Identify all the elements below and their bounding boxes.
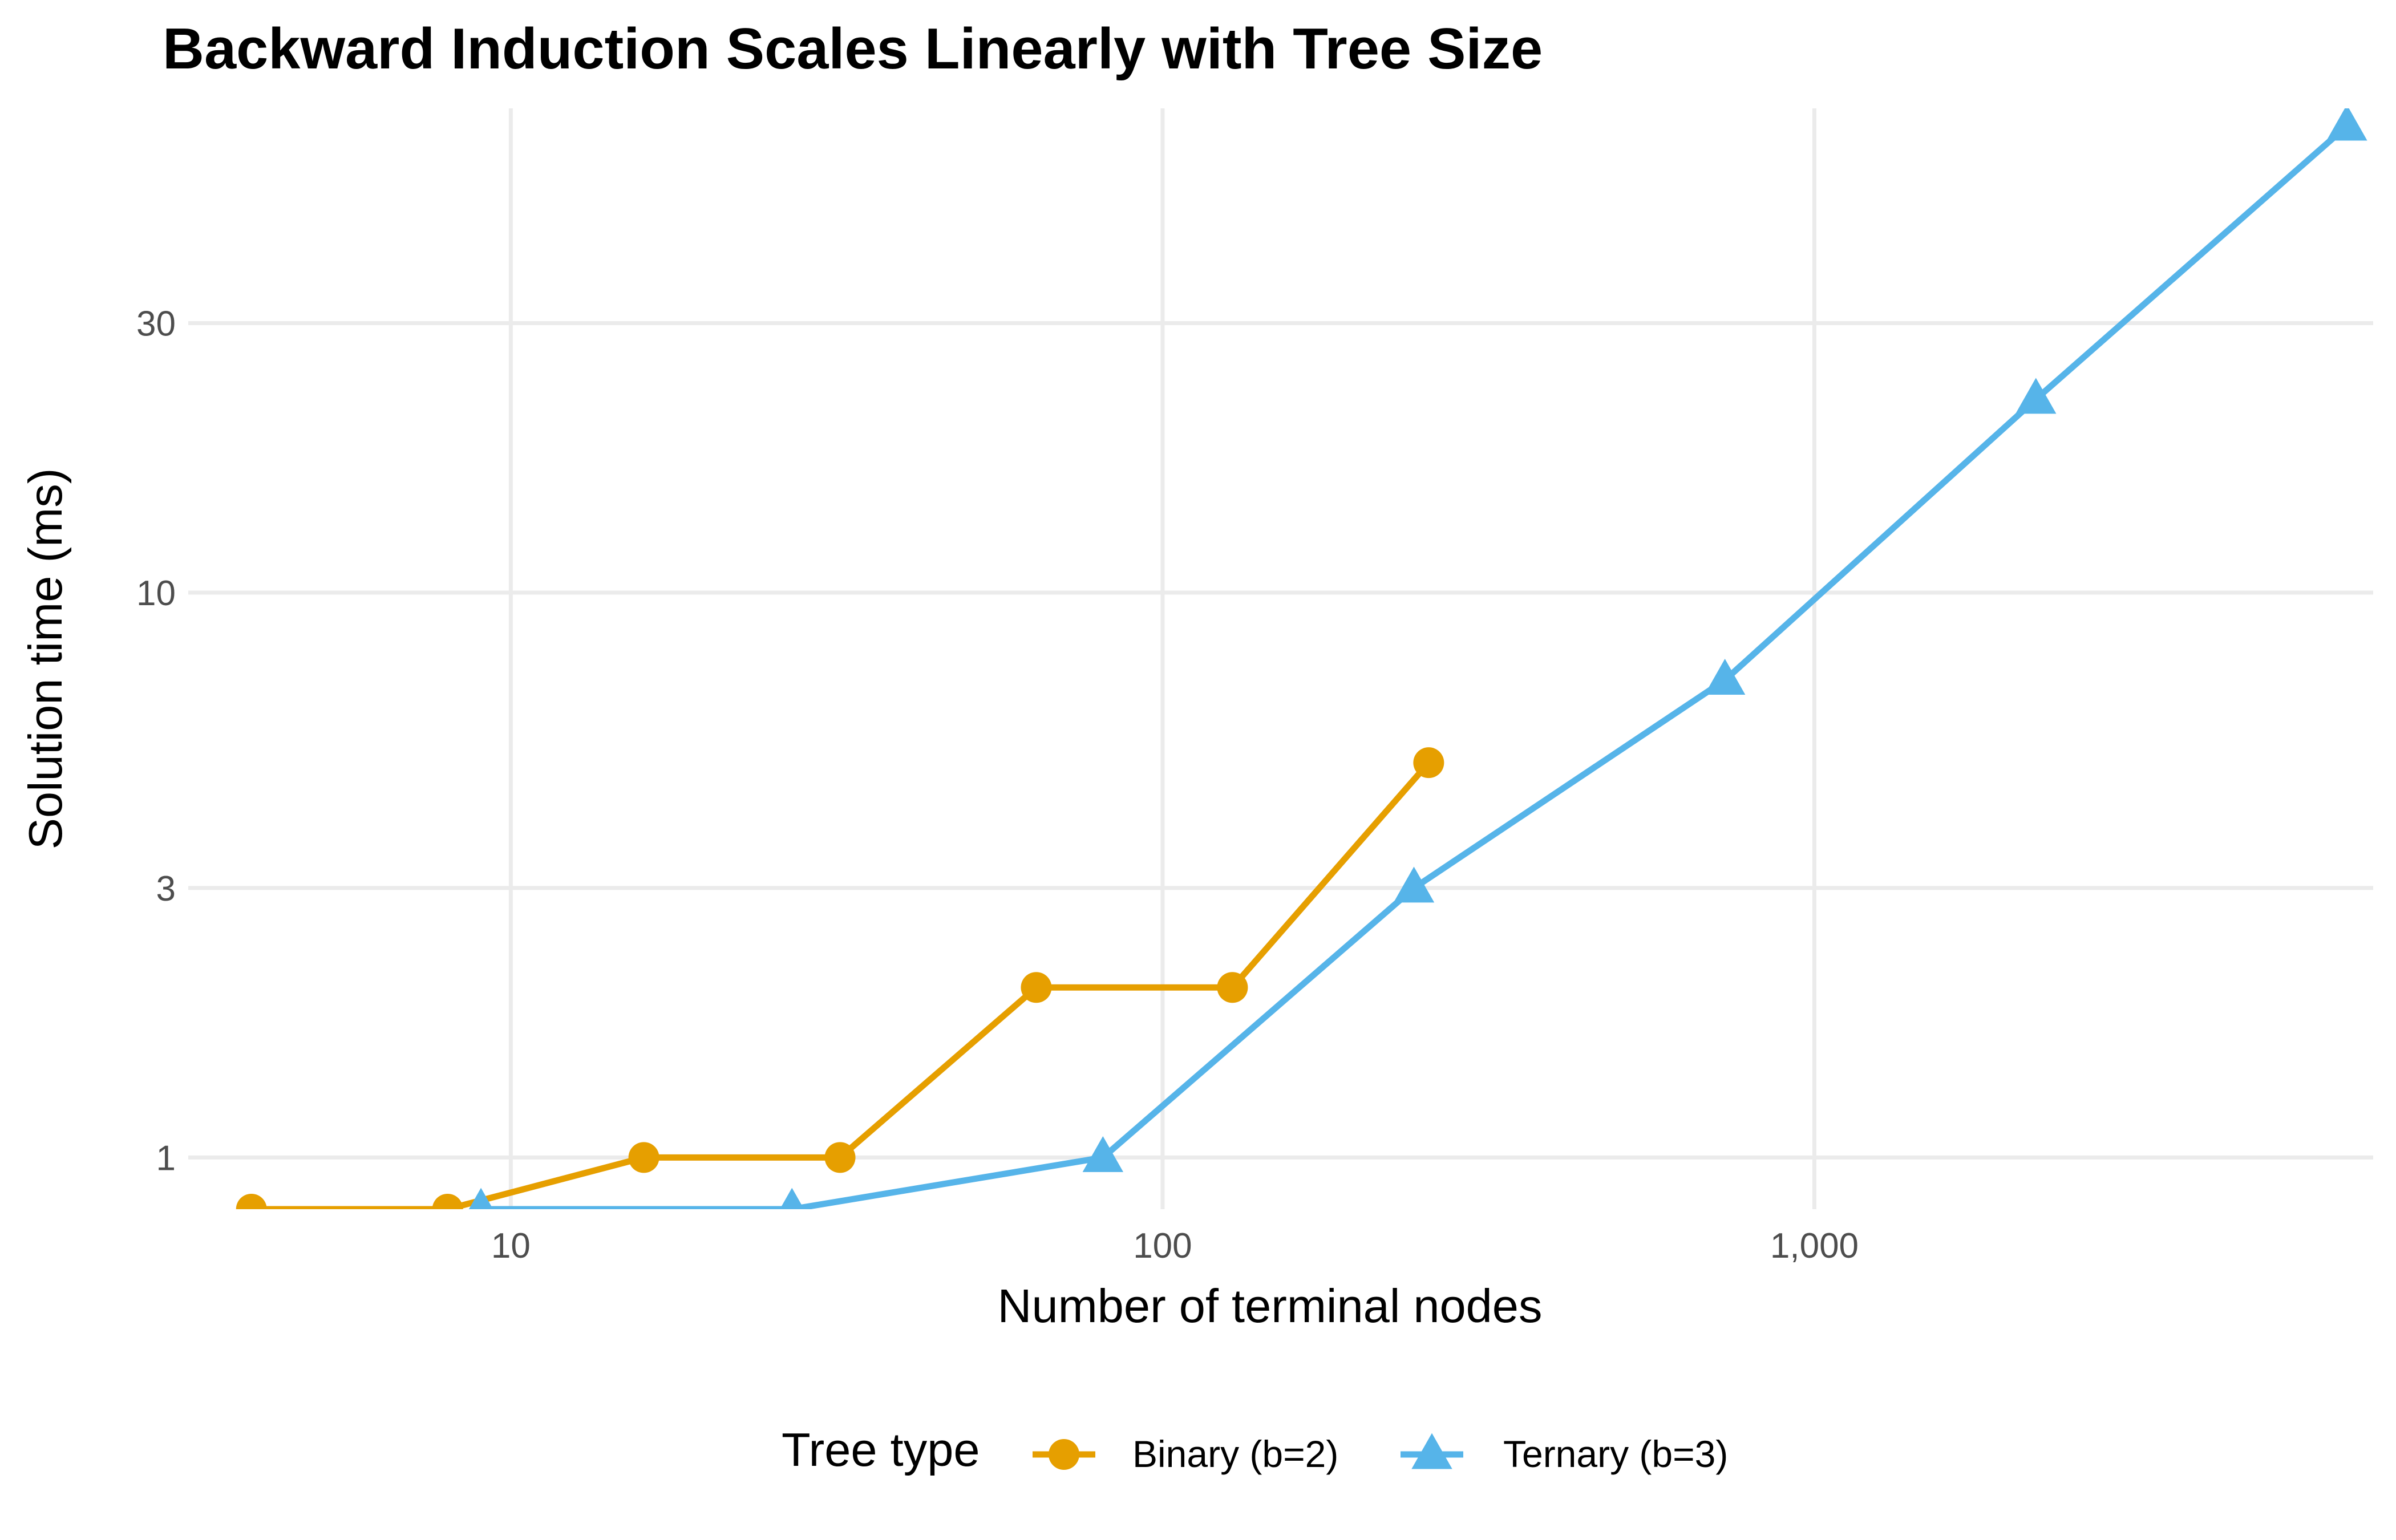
data-point	[1704, 659, 1746, 695]
y-axis-title: Solution time (ms)	[19, 468, 72, 850]
legend-key-marker	[1049, 1439, 1079, 1470]
y-tick-label: 30	[136, 305, 176, 344]
x-tick-label: 10	[491, 1226, 531, 1266]
data-point	[236, 1194, 267, 1209]
chart-title: Backward Induction Scales Linearly with …	[163, 17, 1543, 81]
legend-label-binary: Binary (b=2)	[1132, 1433, 1338, 1475]
x-tick-label: 100	[1133, 1226, 1192, 1266]
y-tick-label: 1	[156, 1138, 176, 1178]
data-point	[628, 1142, 659, 1173]
series-line	[481, 123, 2349, 1209]
x-axis-title: Number of terminal nodes	[998, 1279, 1543, 1332]
legend-key-ternary	[1401, 1433, 1463, 1469]
plot-area	[236, 108, 2367, 1209]
y-tick-labels: 1 3 10 30	[136, 305, 176, 1178]
data-point	[1021, 972, 1052, 1003]
legend-key-marker	[1411, 1433, 1452, 1469]
data-point	[1413, 747, 1444, 779]
data-point	[1393, 866, 1435, 903]
y-tick-label: 10	[136, 574, 176, 613]
series-binary	[236, 747, 1444, 1209]
data-point	[780, 1188, 804, 1209]
x-gridlines	[508, 108, 1816, 1209]
series-ternary	[468, 108, 2367, 1209]
data-point	[432, 1194, 463, 1209]
legend: Tree type Binary (b=2) Ternary (b=3)	[782, 1423, 1728, 1476]
x-tick-label: 1,000	[1770, 1226, 1859, 1266]
x-tick-labels: 10 100 1,000	[491, 1226, 1859, 1266]
data-point	[824, 1142, 856, 1173]
legend-title: Tree type	[782, 1423, 980, 1476]
data-point	[2326, 108, 2367, 141]
legend-key-binary	[1033, 1439, 1095, 1470]
y-gridlines	[188, 321, 2373, 1160]
data-point	[2015, 378, 2057, 414]
data-point	[1217, 972, 1248, 1003]
data-point	[1082, 1136, 1124, 1172]
legend-label-ternary: Ternary (b=3)	[1503, 1433, 1728, 1475]
y-tick-label: 3	[156, 869, 176, 909]
data-point	[468, 1188, 493, 1209]
